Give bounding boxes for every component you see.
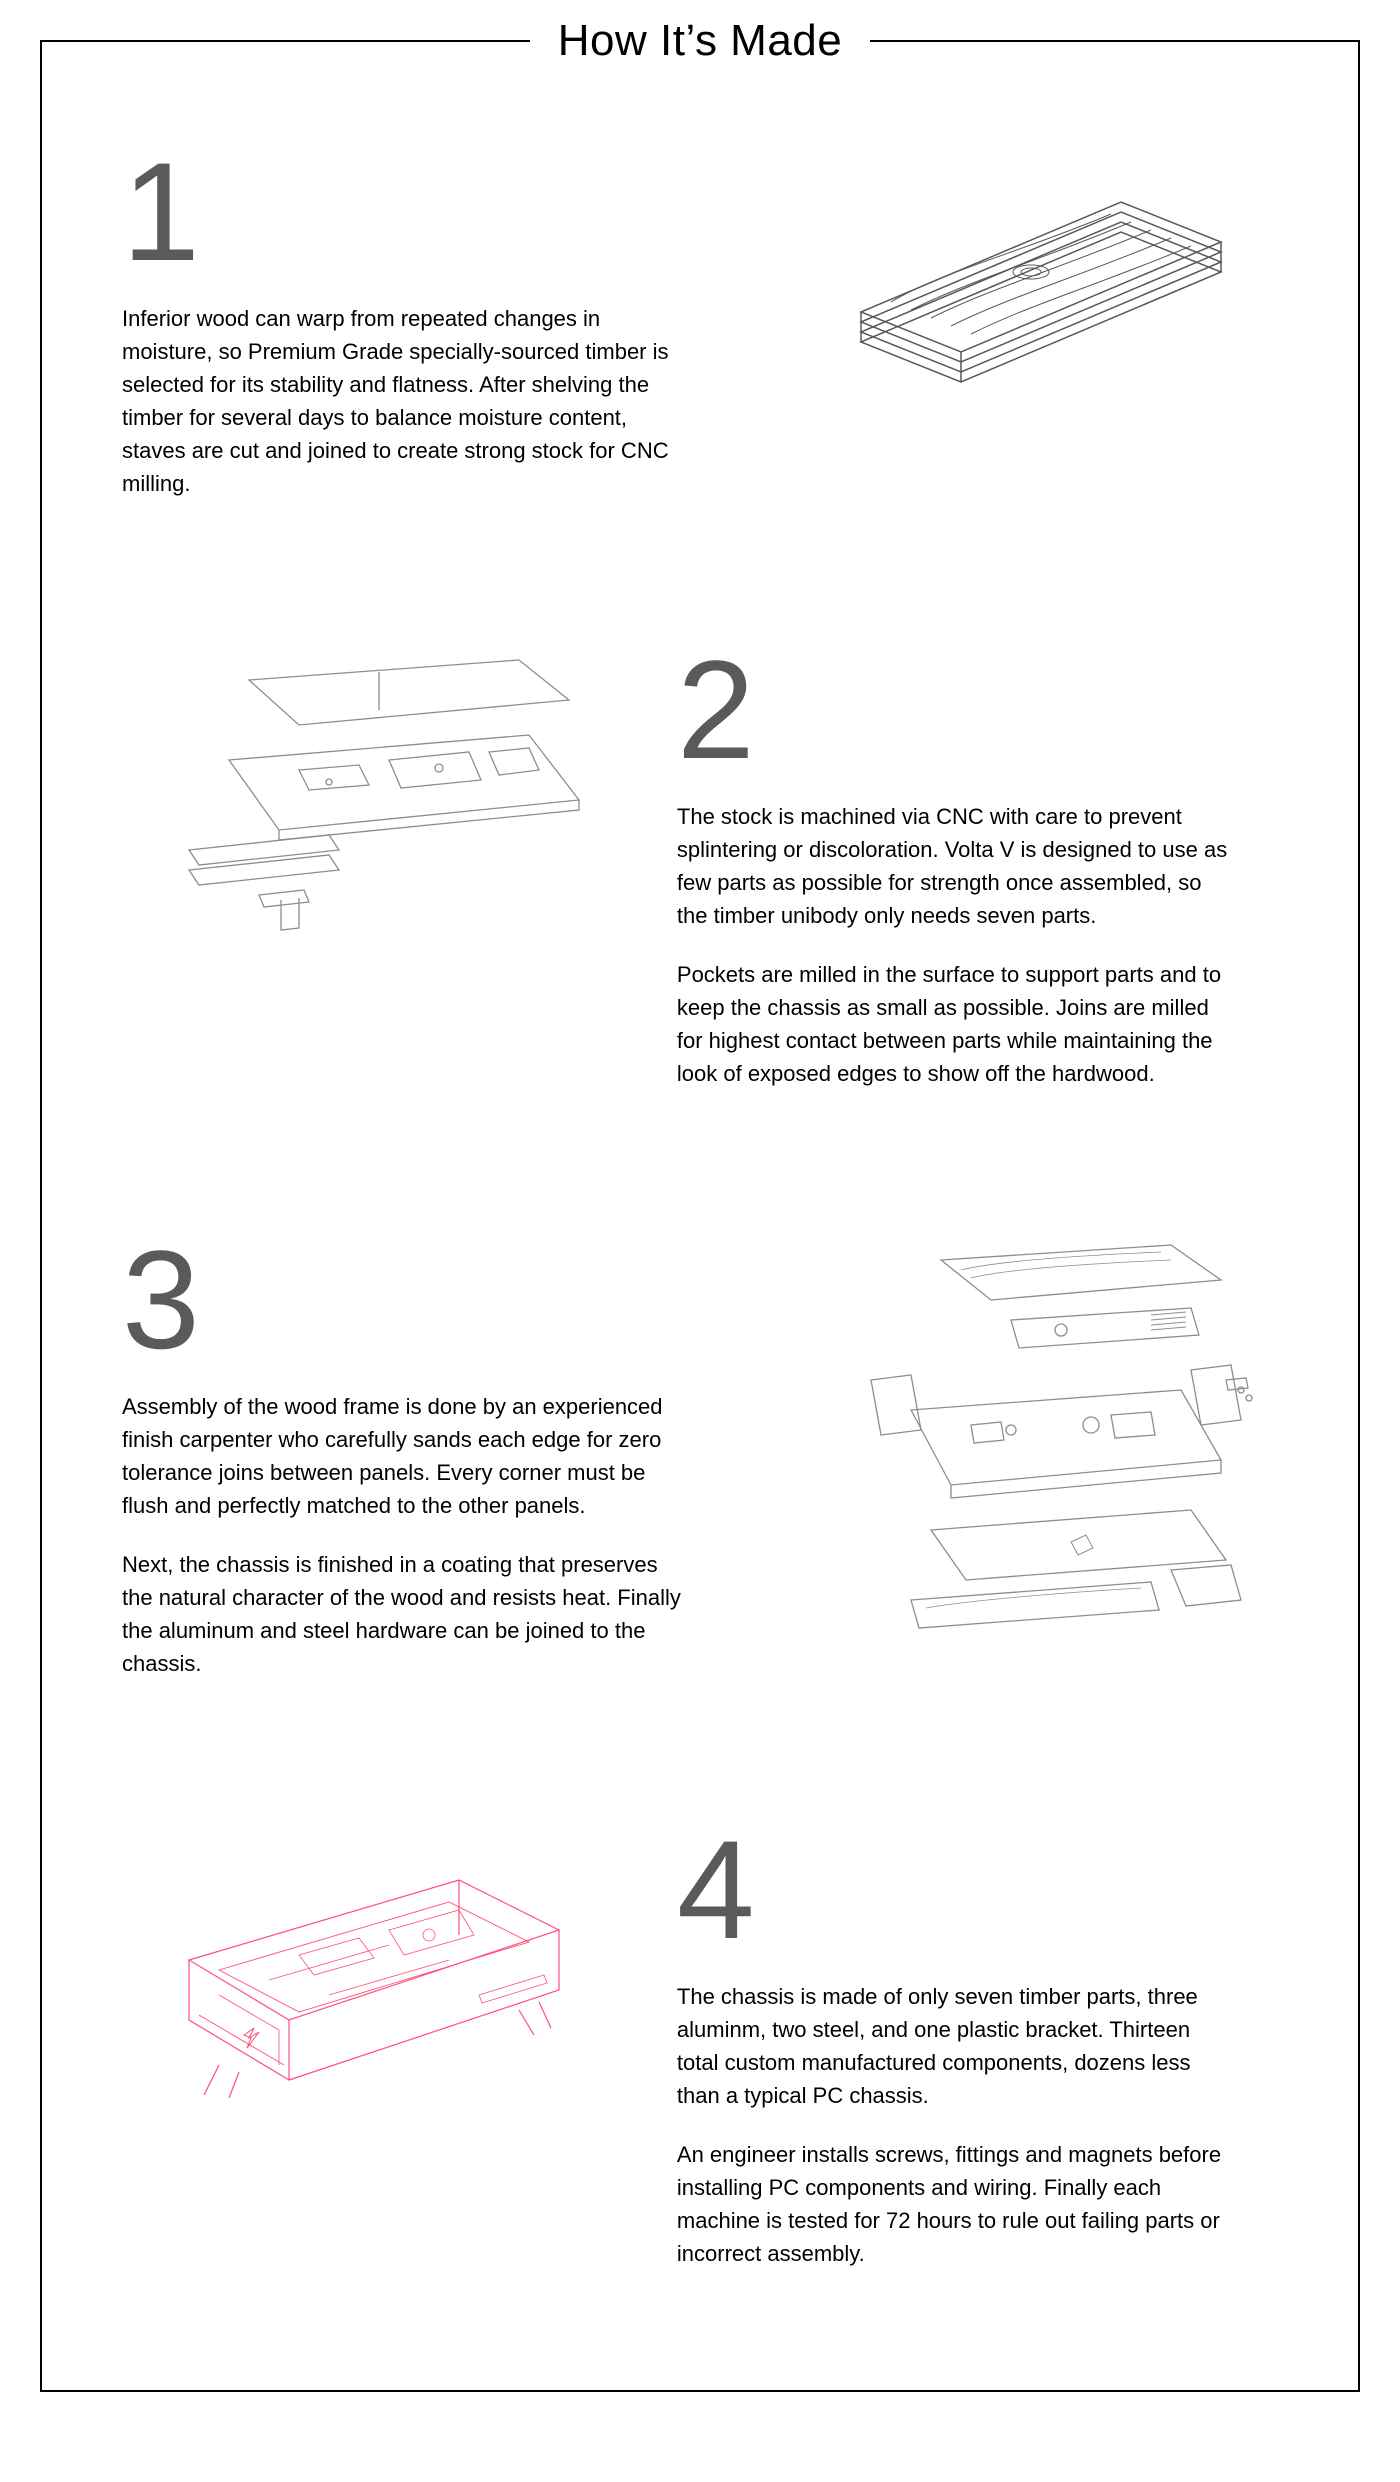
step-3-para-2: Next, the chassis is finished in a coati… (122, 1548, 682, 1680)
wireframe-chassis-icon (129, 1820, 609, 2120)
step-3-para-1: Assembly of the wood frame is done by an… (122, 1390, 682, 1522)
step-2-number: 2 (677, 640, 1278, 780)
step-3-number: 3 (122, 1230, 723, 1370)
step-4-para-1: The chassis is made of only seven timber… (677, 1980, 1237, 2112)
step-2-text: 2 The stock is machined via CNC with car… (677, 640, 1278, 1090)
step-2: 2 The stock is machined via CNC with car… (122, 640, 1278, 1090)
step-3-text: 3 Assembly of the wood frame is done by … (122, 1230, 723, 1680)
step-1-text: 1 Inferior wood can warp from repeated c… (122, 142, 723, 500)
step-4-number: 4 (677, 1820, 1278, 1960)
step-4: 4 The chassis is made of only seven timb… (122, 1820, 1278, 2270)
step-4-image (122, 1820, 617, 2120)
step-2-para-2: Pockets are milled in the surface to sup… (677, 958, 1237, 1090)
step-1-para-1: Inferior wood can warp from repeated cha… (122, 302, 682, 500)
cnc-parts-icon (129, 640, 609, 960)
step-2-image (122, 640, 617, 960)
step-3: 3 Assembly of the wood frame is done by … (122, 1230, 1278, 1680)
title-wrap: How It’s Made (42, 16, 1358, 66)
step-2-body: The stock is machined via CNC with care … (677, 800, 1237, 1090)
step-3-body: Assembly of the wood frame is done by an… (122, 1390, 682, 1680)
step-1-number: 1 (122, 142, 723, 282)
step-1-body: Inferior wood can warp from repeated cha… (122, 302, 682, 500)
step-4-para-2: An engineer installs screws, fittings an… (677, 2138, 1237, 2270)
step-4-body: The chassis is made of only seven timber… (677, 1980, 1237, 2270)
step-4-text: 4 The chassis is made of only seven timb… (677, 1820, 1278, 2270)
step-1: 1 Inferior wood can warp from repeated c… (122, 142, 1278, 500)
step-3-image (783, 1230, 1278, 1650)
wood-planks-icon (821, 142, 1241, 422)
step-1-image (783, 142, 1278, 422)
frame: How It’s Made 1 Inferior wood can warp f… (40, 40, 1360, 2392)
page-title: How It’s Made (530, 16, 870, 66)
exploded-view-icon (791, 1230, 1271, 1650)
step-2-para-1: The stock is machined via CNC with care … (677, 800, 1237, 932)
